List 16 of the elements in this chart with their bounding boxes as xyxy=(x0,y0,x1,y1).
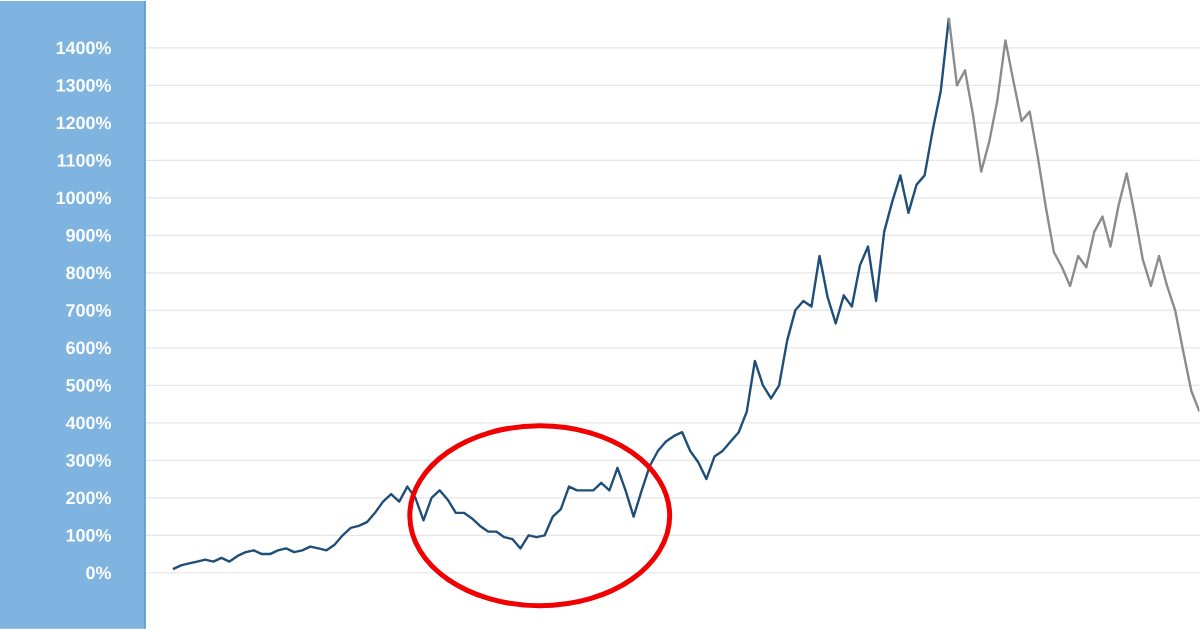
y-tick-label: 900% xyxy=(66,229,111,242)
y-tick-label: 1200% xyxy=(56,116,111,130)
y-tick-label: 1000% xyxy=(56,191,111,205)
y-tick-label: 1300% xyxy=(56,79,111,92)
line-series xyxy=(947,16,1200,413)
y-tick-label: 0% xyxy=(86,566,111,580)
y-tick-label: 100% xyxy=(66,529,111,542)
y-tick-label: 600% xyxy=(66,341,111,355)
y-tick-label: 400% xyxy=(65,416,111,430)
y-tick-label: 500% xyxy=(66,379,111,392)
y-tick-label: 1100% xyxy=(57,154,111,167)
y-tick-label: 200% xyxy=(66,491,111,505)
y-tick-label: 1400% xyxy=(56,41,111,55)
y-tick-label: 700% xyxy=(66,304,111,317)
y-tick-label: 800% xyxy=(66,266,111,280)
y-tick-label: 300% xyxy=(65,454,111,467)
